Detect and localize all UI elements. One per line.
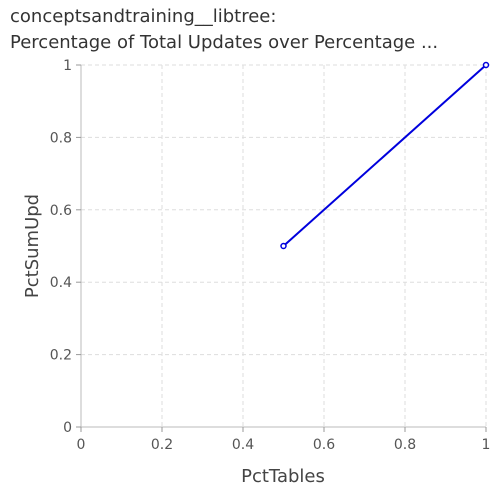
- x-tick-label: 0.8: [394, 437, 416, 453]
- data-point: [280, 242, 287, 250]
- y-tick-label: 0.6: [50, 203, 72, 219]
- x-tick-label: 1: [482, 437, 491, 453]
- x-tick-label: 0.4: [232, 437, 254, 453]
- series-line: [282, 64, 487, 247]
- y-axis-label: PctSumUpd: [22, 194, 43, 298]
- data-point: [482, 61, 490, 69]
- x-tick-label: 0.6: [313, 437, 335, 453]
- x-axis-label: PctTables: [241, 466, 325, 487]
- x-axis-ticks: 0 0.2 0.4 0.6 0.8 1: [77, 427, 491, 453]
- grid-lines: [81, 64, 487, 427]
- x-tick-label: 0.2: [151, 437, 173, 453]
- y-tick-label: 0: [63, 420, 72, 436]
- y-axis-ticks: 0 0.2 0.4 0.6 0.8 1: [50, 58, 81, 436]
- x-tick-label: 0: [77, 437, 86, 453]
- y-tick-label: 0.4: [50, 275, 72, 291]
- y-tick-label: 1: [63, 58, 72, 74]
- y-tick-label: 0.8: [50, 130, 72, 146]
- y-tick-label: 0.2: [50, 348, 72, 364]
- chart-title-line-1: conceptsandtraining__libtree:: [10, 6, 277, 27]
- axes: [80, 65, 486, 428]
- chart-title-line-2: Percentage of Total Updates over Percent…: [10, 32, 439, 53]
- series-group: [280, 61, 490, 250]
